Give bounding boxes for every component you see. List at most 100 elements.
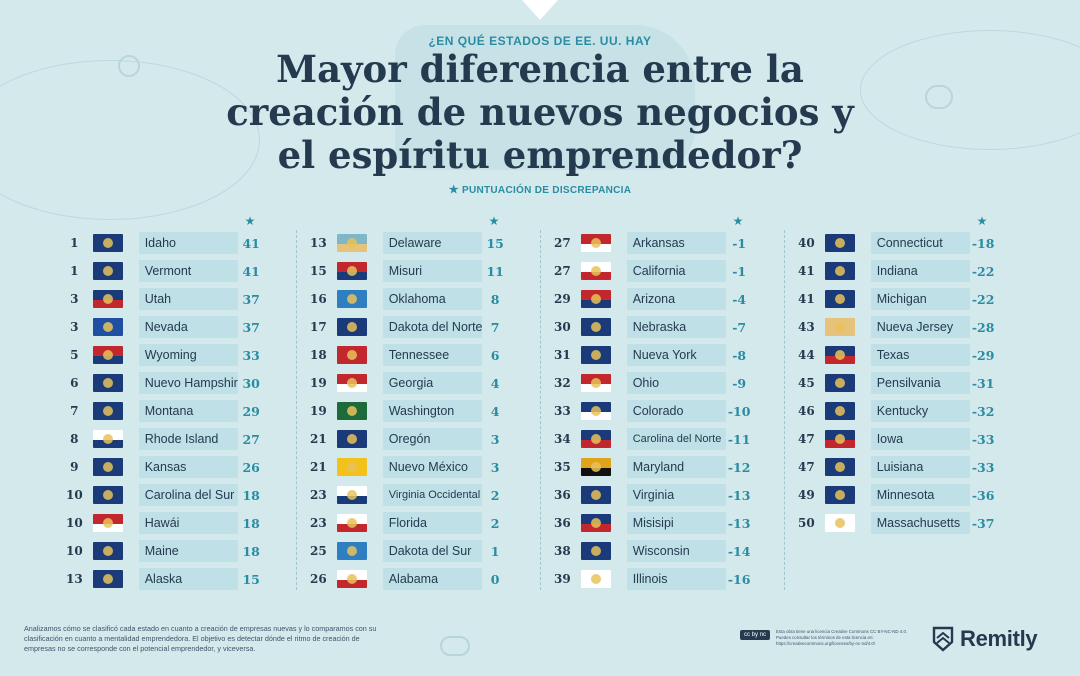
flag-emblem xyxy=(590,294,601,304)
flag-emblem xyxy=(346,322,357,332)
state-flag xyxy=(336,430,367,448)
ranking-row: 49 Minnesota -36 xyxy=(788,484,996,506)
state-flag xyxy=(580,570,611,588)
star-icon: ★ xyxy=(732,214,744,228)
title-line: Mayor diferencia entre la xyxy=(276,47,804,91)
state-name: Nuevo México xyxy=(382,456,483,478)
flag-emblem xyxy=(834,518,845,528)
state-name: Wisconsin xyxy=(626,540,727,562)
state-flag xyxy=(92,486,123,504)
state-name: Colorado xyxy=(626,400,727,422)
discrepancy-score: -9 xyxy=(732,375,747,391)
flag-emblem xyxy=(834,238,845,248)
flag-emblem xyxy=(590,322,601,332)
state-name: Pensilvania xyxy=(870,372,971,394)
flag-emblem xyxy=(834,350,845,360)
discrepancy-score: -13 xyxy=(727,487,751,503)
state-flag xyxy=(92,458,123,476)
ranking-row: 25 Dakota del Sur 1 xyxy=(300,540,508,562)
rank-number: 1 xyxy=(70,236,79,250)
ranking-row: 32 Ohio -9 xyxy=(544,372,752,394)
discrepancy-score: 2 xyxy=(490,515,500,531)
state-flag xyxy=(580,402,611,420)
state-flag xyxy=(336,318,367,336)
remitly-logo-icon xyxy=(932,626,954,652)
discrepancy-score: 0 xyxy=(490,571,500,587)
rank-number: 31 xyxy=(554,348,571,362)
rank-number: 36 xyxy=(554,488,571,502)
ranking-row: 9 Kansas 26 xyxy=(56,456,264,478)
rank-number: 23 xyxy=(310,516,327,530)
rank-number: 21 xyxy=(310,460,327,474)
state-flag xyxy=(824,346,855,364)
ranking-row: 35 Maryland -12 xyxy=(544,456,752,478)
rank-number: 45 xyxy=(798,376,815,390)
license-text: Esta obra tiene una licencia Creative Co… xyxy=(776,629,908,646)
discrepancy-score: -33 xyxy=(971,459,995,475)
flag-emblem xyxy=(590,546,601,556)
rank-number: 21 xyxy=(310,432,327,446)
state-name: Dakota del Sur xyxy=(382,540,483,562)
discrepancy-score: 1 xyxy=(490,543,500,559)
state-flag xyxy=(824,458,855,476)
discrepancy-score: -33 xyxy=(971,431,995,447)
state-name: Misisipi xyxy=(626,512,727,534)
creative-commons-badge: cc by nc xyxy=(740,630,770,640)
rank-number: 32 xyxy=(554,376,571,390)
state-flag xyxy=(824,262,855,280)
state-flag xyxy=(824,486,855,504)
ranking-row: 1 Vermont 41 xyxy=(56,260,264,282)
rank-number: 26 xyxy=(310,572,327,586)
rank-number: 19 xyxy=(310,404,327,418)
rank-number: 43 xyxy=(798,320,815,334)
flag-emblem xyxy=(346,266,357,276)
flag-emblem xyxy=(834,406,845,416)
discrepancy-score: -18 xyxy=(971,235,995,251)
discrepancy-score: -1 xyxy=(732,235,747,251)
discrepancy-score: -22 xyxy=(971,263,995,279)
state-flag xyxy=(580,514,611,532)
remitly-logo-text: Remitly xyxy=(960,626,1038,651)
discrepancy-score: 41 xyxy=(242,263,260,279)
state-flag xyxy=(336,262,367,280)
ranking-row: 13 Alaska 15 xyxy=(56,568,264,590)
ranking-row: 43 Nueva Jersey -28 xyxy=(788,316,996,338)
state-flag xyxy=(92,430,123,448)
state-flag xyxy=(580,318,611,336)
ranking-row: 34 Carolina del Norte -11 xyxy=(544,428,752,450)
flag-emblem xyxy=(590,266,601,276)
state-name: Indiana xyxy=(870,260,971,282)
ranking-row: 3 Utah 37 xyxy=(56,288,264,310)
state-flag xyxy=(92,374,123,392)
flag-emblem xyxy=(590,518,601,528)
state-name: Maryland xyxy=(626,456,727,478)
state-name: Ohio xyxy=(626,372,727,394)
star-icon: ★ xyxy=(976,214,988,228)
discrepancy-score: -29 xyxy=(971,347,995,363)
state-name: Arizona xyxy=(626,288,727,310)
flag-emblem xyxy=(346,350,357,360)
rank-number: 13 xyxy=(310,236,327,250)
state-flag xyxy=(824,374,855,392)
flag-emblem xyxy=(346,546,357,556)
flag-emblem xyxy=(102,350,113,360)
state-name: Wyoming xyxy=(138,344,239,366)
flag-emblem xyxy=(102,462,113,472)
eyebrow-text: ¿EN QUÉ ESTADOS DE EE. UU. HAY xyxy=(428,34,652,48)
discrepancy-score: -8 xyxy=(732,347,747,363)
state-name: Nebraska xyxy=(626,316,727,338)
ranking-row: 47 Iowa -33 xyxy=(788,428,996,450)
ranking-row: 17 Dakota del Norte 7 xyxy=(300,316,508,338)
state-flag xyxy=(580,458,611,476)
ranking-row: 27 California -1 xyxy=(544,260,752,282)
discrepancy-score: -1 xyxy=(732,263,747,279)
ranking-row: 21 Nuevo México 3 xyxy=(300,456,508,478)
ranking-row: 19 Washington 4 xyxy=(300,400,508,422)
ranking-row: 8 Rhode Island 27 xyxy=(56,428,264,450)
state-name: Vermont xyxy=(138,260,239,282)
discrepancy-score: 18 xyxy=(242,515,260,531)
ranking-row: 6 Nuevo Hampshire 30 xyxy=(56,372,264,394)
rank-number: 46 xyxy=(798,404,815,418)
flag-emblem xyxy=(590,406,601,416)
state-name: Connecticut xyxy=(870,232,971,254)
